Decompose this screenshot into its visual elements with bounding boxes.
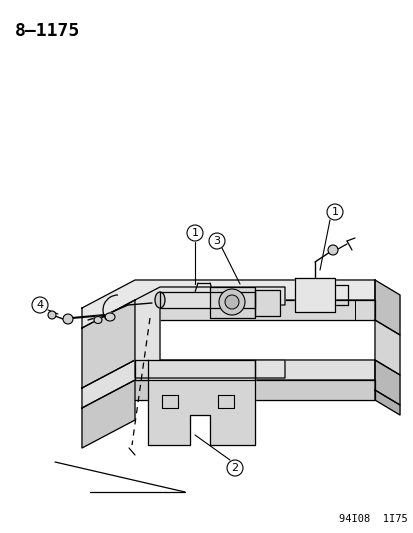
Polygon shape bbox=[374, 320, 399, 375]
Text: 94I08  1I75: 94I08 1I75 bbox=[338, 514, 407, 524]
Polygon shape bbox=[82, 360, 374, 408]
Polygon shape bbox=[135, 287, 284, 378]
Text: 2: 2 bbox=[231, 463, 238, 473]
Polygon shape bbox=[82, 280, 374, 328]
Polygon shape bbox=[294, 278, 334, 312]
Polygon shape bbox=[82, 380, 135, 448]
Text: 3: 3 bbox=[213, 236, 220, 246]
Polygon shape bbox=[82, 300, 135, 388]
Polygon shape bbox=[254, 290, 279, 316]
Polygon shape bbox=[147, 360, 254, 445]
Ellipse shape bbox=[94, 317, 102, 324]
Circle shape bbox=[218, 289, 244, 315]
Ellipse shape bbox=[105, 313, 115, 321]
Circle shape bbox=[327, 245, 337, 255]
Polygon shape bbox=[135, 380, 374, 400]
Polygon shape bbox=[374, 360, 399, 405]
Polygon shape bbox=[374, 390, 399, 415]
Text: 4: 4 bbox=[36, 300, 43, 310]
Ellipse shape bbox=[154, 292, 165, 308]
Text: 8–1175: 8–1175 bbox=[15, 22, 80, 40]
Text: 1: 1 bbox=[331, 207, 338, 217]
Polygon shape bbox=[209, 287, 254, 318]
Circle shape bbox=[48, 311, 56, 319]
Text: 1: 1 bbox=[191, 228, 198, 238]
Polygon shape bbox=[135, 300, 374, 320]
Circle shape bbox=[224, 295, 238, 309]
Polygon shape bbox=[159, 292, 254, 308]
Polygon shape bbox=[374, 280, 399, 335]
Polygon shape bbox=[135, 360, 254, 380]
Circle shape bbox=[63, 314, 73, 324]
